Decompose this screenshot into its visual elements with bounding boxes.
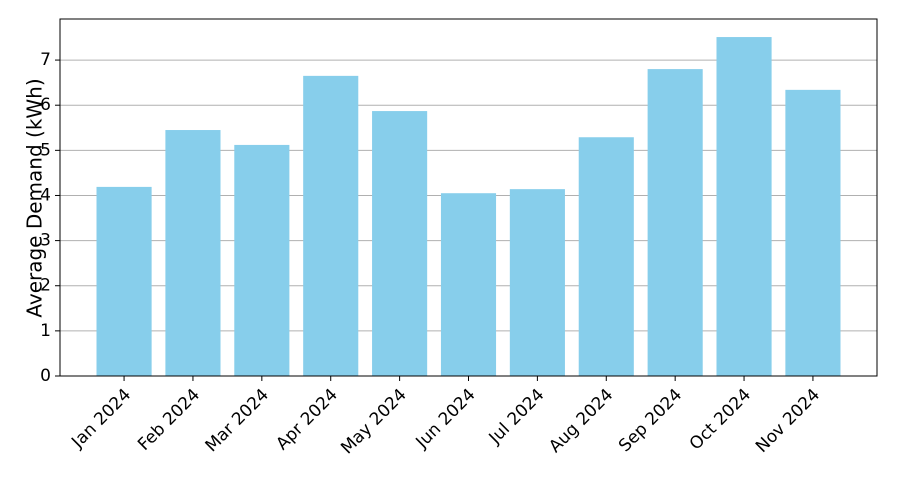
x-tick-label: Apr 2024 (272, 385, 341, 454)
y-axis-label: Average Demand (kWh) (23, 78, 47, 317)
y-tick-label: 1 (40, 321, 51, 341)
plot-frame (59, 18, 878, 377)
bar (234, 144, 290, 376)
x-tick-label: Jun 2024 (412, 385, 480, 453)
y-tick-label: 4 (40, 185, 51, 205)
x-tick-label: Jan 2024 (67, 385, 135, 453)
y-tick-label: 3 (40, 231, 51, 251)
bar (647, 69, 703, 376)
x-tick-label: Feb 2024 (134, 385, 204, 455)
y-tick-label: 2 (40, 276, 51, 296)
x-tick-label: Jul 2024 (485, 385, 549, 449)
x-tick-label: Nov 2024 (752, 385, 824, 457)
y-tick-label: 0 (40, 366, 51, 386)
bar (303, 75, 359, 377)
x-tick-label: Oct 2024 (686, 385, 755, 454)
bar (578, 137, 634, 376)
bar (165, 130, 221, 376)
y-tick-label: 7 (40, 50, 51, 70)
bar (785, 89, 841, 377)
x-tick-label: May 2024 (337, 385, 410, 458)
bar (372, 111, 428, 376)
x-tick-label: Sep 2024 (615, 385, 686, 456)
bar (440, 193, 497, 376)
y-tick-label: 6 (40, 95, 51, 115)
bar (509, 189, 565, 376)
x-tick-label: Aug 2024 (545, 385, 617, 457)
bar (716, 37, 772, 376)
x-tick-label: Mar 2024 (202, 385, 273, 456)
y-tick-label: 5 (40, 140, 51, 160)
bar (96, 186, 152, 376)
